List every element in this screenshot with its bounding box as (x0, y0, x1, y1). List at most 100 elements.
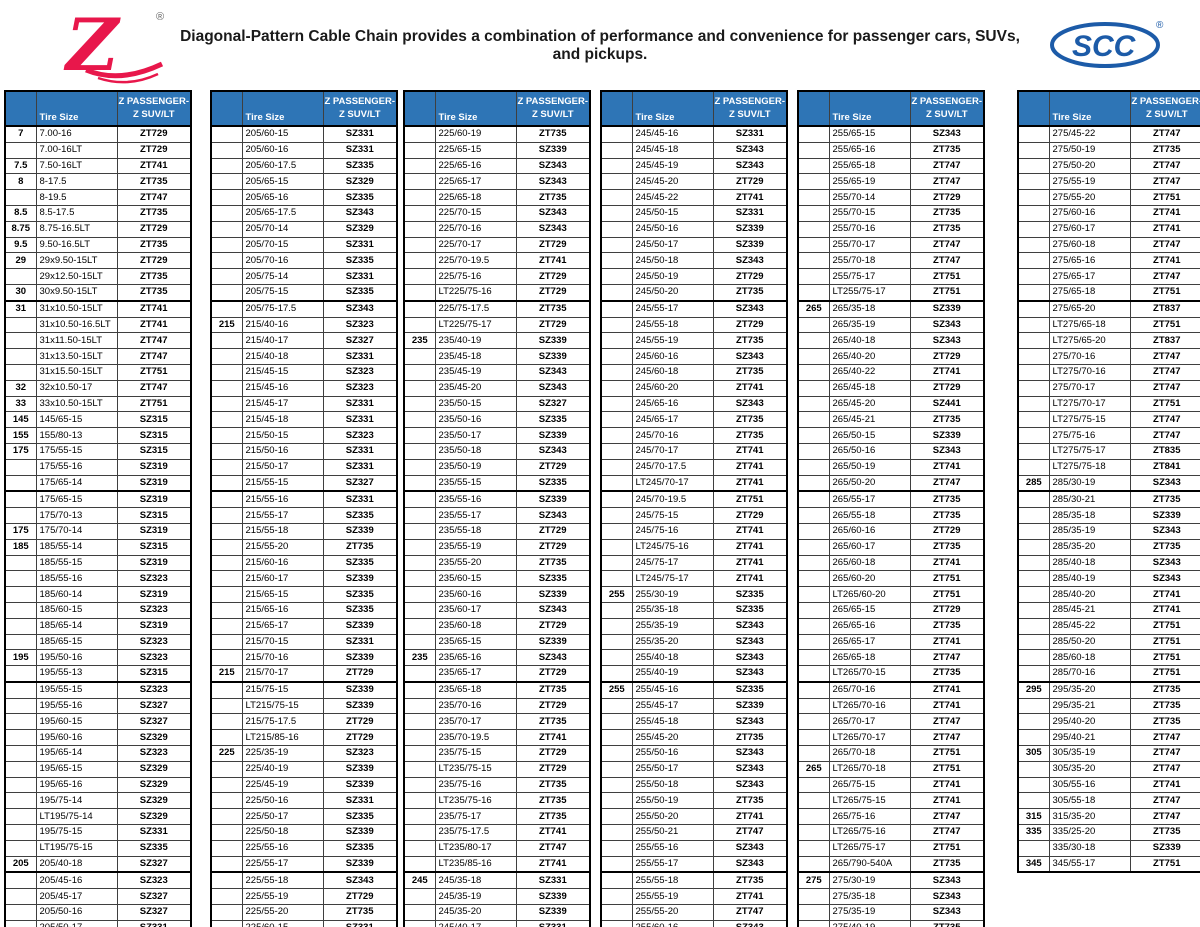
chain-code-cell: SZ343 (515, 442, 591, 460)
group-cell (210, 760, 243, 778)
chain-code-cell: ZT741 (909, 363, 985, 381)
chain-code-cell: SZ323 (116, 745, 192, 762)
group-cell (210, 411, 243, 429)
table-row: 275/50-19 ZT735 (1017, 141, 1200, 159)
tire-size-cell: 275/70-17 (1048, 379, 1131, 397)
table-row: 215/55-18 SZ339 (210, 522, 398, 540)
group-cell (797, 316, 830, 334)
group-cell: 245 (403, 871, 436, 890)
group-cell (403, 300, 436, 318)
chain-code-cell: ZT729 (909, 348, 985, 365)
group-cell (797, 904, 830, 921)
group-cell (600, 236, 633, 254)
group-cell (403, 236, 436, 254)
table-row: 215/45-18 SZ331 (210, 411, 398, 429)
group-cell (403, 792, 436, 810)
tire-size-cell: 265/65-15 (828, 601, 911, 619)
chain-code-cell: SZ331 (116, 824, 192, 841)
chain-code-cell: SZ323 (322, 427, 398, 444)
table-row: 175/55-16 SZ319 (4, 458, 192, 476)
tire-size-cell: 275/65-18 (1048, 283, 1131, 302)
table-row: 265/50-20 ZT747 (797, 474, 985, 493)
table-row: 205/70-14 SZ329 (210, 220, 398, 238)
tire-size-cell: 245/50-20 (631, 283, 714, 302)
tire-size-cell: 9.50-16.5LT (35, 236, 118, 254)
table-row: 215/45-15 SZ323 (210, 363, 398, 381)
group-cell (403, 220, 436, 238)
table-row: 215/70-16 SZ339 (210, 649, 398, 667)
group-cell (4, 888, 37, 906)
chain-code-cell: ZT735 (909, 204, 985, 222)
tire-size-cell: 235/50-15 (434, 395, 517, 413)
chain-code-cell: ZT735 (322, 538, 398, 556)
chain-table-2: Tire Size Z PASSENGER- Z SUV/LT 205/60-15… (210, 90, 398, 927)
chain-code-cell: SZ339 (322, 681, 398, 699)
chain-code-cell: ZT735 (909, 411, 985, 429)
table-row: 275/45-22 ZT747 (1017, 125, 1200, 143)
chain-code-cell: SZ343 (909, 125, 985, 143)
chain-code-cell: ZT735 (116, 283, 192, 302)
page-title: Diagonal-Pattern Cable Chain provides a … (180, 28, 1020, 63)
table-row: 205/70-16 SZ335 (210, 252, 398, 270)
group-cell (600, 665, 633, 683)
tire-size-cell: 285/30-19 (1048, 474, 1131, 493)
tire-size-cell: 215/60-17 (241, 570, 324, 588)
tire-size-cell: 285/50-20 (1048, 633, 1131, 651)
tire-size-cell: 235/75-17 (434, 808, 517, 826)
group-cell (797, 919, 830, 927)
chain-code-cell: SZ335 (322, 601, 398, 619)
tire-size-cell: 285/40-18 (1048, 554, 1131, 572)
table-row: 215/50-17 SZ331 (210, 458, 398, 476)
table-row: 265/40-18 SZ343 (797, 332, 985, 350)
chain-code-cell: ZT729 (515, 617, 591, 635)
chain-code-cell: ZT735 (1129, 141, 1200, 159)
tire-size-cell: 275/65-17 (1048, 268, 1131, 285)
chain-code-cell: SZ331 (322, 919, 398, 927)
table-row: 245/55-17 SZ343 (600, 300, 788, 318)
group-cell: 215 (210, 665, 243, 683)
tire-size-cell: 315/35-20 (1048, 808, 1131, 826)
tire-size-cell: 235/40-19 (434, 332, 517, 350)
tire-size-cell: 275/60-16 (1048, 204, 1131, 222)
chain-code-cell: ZT751 (1129, 649, 1200, 667)
tire-size-cell: LT275/70-17 (1048, 395, 1131, 413)
table-row: 255/50-21 ZT747 (600, 824, 788, 841)
table-row: 225/45-19 SZ339 (210, 776, 398, 794)
table-row: 225/75-17.5 ZT735 (403, 300, 591, 318)
tire-size-cell: LT235/75-16 (434, 792, 517, 810)
tire-size-cell: 255/70-17 (828, 236, 911, 254)
table-row: LT265/60-20 ZT751 (797, 586, 985, 603)
table-row: LT235/75-15 ZT729 (403, 760, 591, 778)
chain-col-header-line1: Z PASSENGER- (1131, 95, 1200, 107)
table-row: 285/40-18 SZ343 (1017, 554, 1200, 572)
group-cell: 205 (4, 855, 37, 874)
group-cell (797, 141, 830, 159)
tire-size-col-header: Tire Size (434, 90, 517, 127)
table-row: 205/75-15 SZ335 (210, 283, 398, 302)
group-cell (403, 252, 436, 270)
tire-size-cell: 235/75-15 (434, 745, 517, 762)
group-cell (210, 125, 243, 143)
table-row: 235/55-19 ZT729 (403, 538, 591, 556)
table-row: 195/55-15 SZ323 (4, 681, 192, 699)
group-cell (403, 776, 436, 794)
chain-code-cell: ZT729 (712, 507, 788, 524)
chain-code-cell: ZT747 (909, 474, 985, 493)
chain-code-cell: SZ319 (116, 586, 192, 603)
group-cell (403, 601, 436, 619)
tire-size-cell: 255/65-16 (828, 141, 911, 159)
chain-code-cell: SZ339 (515, 490, 591, 509)
table-row: 215/55-15 SZ327 (210, 474, 398, 493)
group-cell: 145 (4, 411, 37, 429)
chain-code-cell: SZ343 (712, 300, 788, 318)
table-row: 175/65-14 SZ319 (4, 474, 192, 493)
tire-size-cell: 275/35-19 (828, 904, 911, 921)
tire-size-cell: 265/55-17 (828, 490, 911, 509)
chain-code-cell: ZT751 (116, 363, 192, 381)
tire-size-cell: 195/60-15 (35, 713, 118, 731)
tire-size-cell: LT265/70-16 (828, 697, 911, 715)
group-cell (600, 427, 633, 444)
chain-code-cell: SZ343 (515, 649, 591, 667)
fitment-table: Tire Size Z PASSENGER- Z SUV/LT 7 7.00-16 Z… (4, 90, 192, 927)
group-cell (403, 538, 436, 556)
